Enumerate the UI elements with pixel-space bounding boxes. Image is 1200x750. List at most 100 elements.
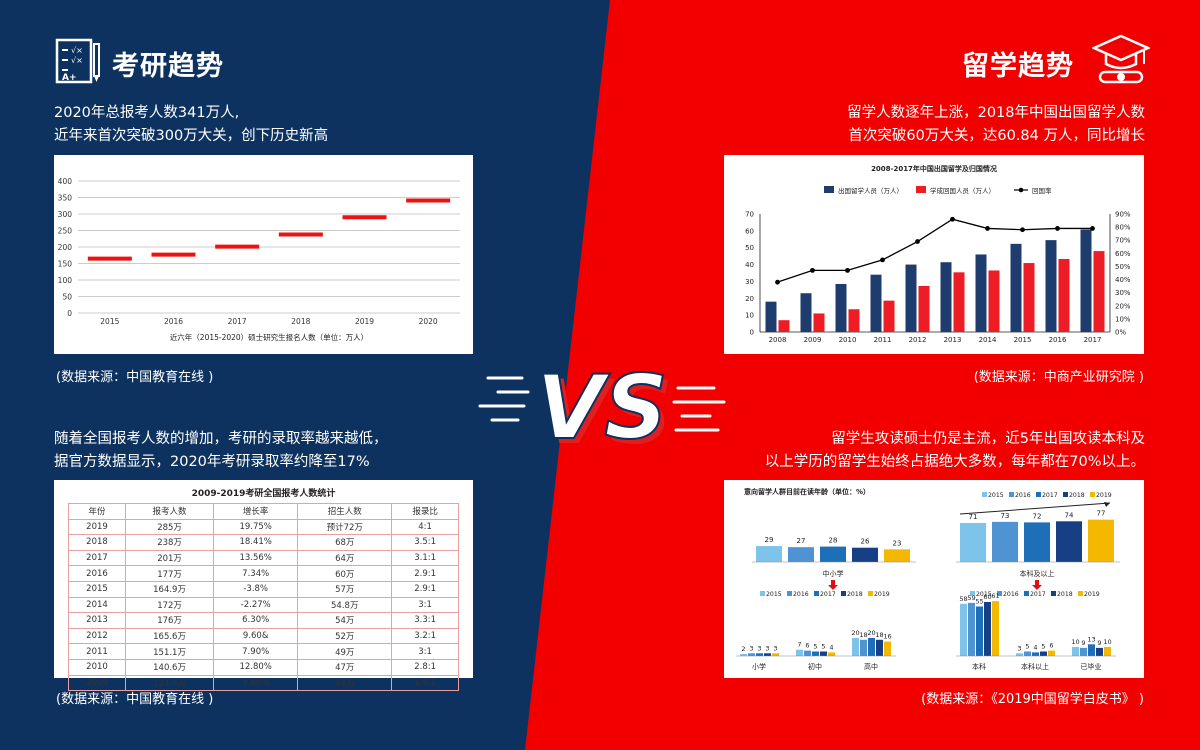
bar-returned (988, 270, 1000, 332)
table-cell: 47万 (297, 658, 393, 676)
y-tick-label: 50 (62, 293, 72, 302)
bar-value-label: 26 (861, 538, 870, 546)
bar (960, 522, 986, 562)
legend-swatch (1051, 591, 1056, 596)
sub-group-label: 高中 (864, 662, 878, 671)
table-cell: 60万 (297, 565, 393, 582)
y-right-tick-label: 20% (1115, 302, 1131, 310)
svg-text:√×: √× (71, 56, 83, 65)
sub-bar (1024, 651, 1031, 656)
table-cell: 9.60& (213, 627, 299, 645)
bar (788, 547, 814, 562)
left-para1-line2: 近年来首次突破300万大关，创下历史新高 (54, 128, 329, 144)
vs-shadow: VS (541, 361, 672, 460)
table-cell: 2.9:1 (391, 580, 459, 598)
x-tick-label: 2008 (769, 336, 787, 344)
bar-returned (883, 300, 895, 332)
legend-label: 2016 (1015, 492, 1031, 499)
table-cell: 2012 (68, 627, 126, 645)
y-right-tick-label: 0% (1115, 329, 1126, 337)
chart-title: 近六年（2015-2020）硕士研究生报名人数（单位：万人） (170, 332, 368, 342)
table-cell: 285万 (124, 518, 215, 536)
legend-swatch (997, 591, 1002, 596)
table-cell: 151.1万 (124, 643, 215, 660)
legend-label: 2018 (1069, 492, 1085, 499)
sub-bar-value-label: 3 (1017, 644, 1021, 652)
right-title: 留学趋势 (962, 51, 1074, 82)
bar-outbound (835, 283, 847, 332)
sub-group-label: 本科以上 (1021, 662, 1049, 671)
y-left-tick-label: 70 (745, 211, 754, 219)
sub-bar-value-label: 3 (757, 644, 761, 652)
table-cell: 6.30% (213, 612, 299, 629)
sub-bar-value-label: 5 (813, 643, 817, 651)
legend-swatch (916, 186, 926, 193)
y-right-tick-label: 30% (1115, 289, 1131, 297)
right-paragraph-1: 留学人数逐年上涨，2018年中国出国留学人数 首次突破60万大关，达60.84 … (847, 102, 1145, 148)
return-rate-point (880, 257, 885, 263)
trend-arrow-head (1104, 502, 1110, 507)
sub-bar-value-label: 61 (991, 592, 999, 600)
sub-bar-value-label: 18 (875, 631, 883, 639)
table-cell: 2016 (68, 565, 126, 582)
bar-returned (1093, 251, 1105, 332)
table-cell: 预计72万 (297, 518, 393, 536)
exam-stats-table-card: 2009-2019考研全国报考人数统计 年份 报考人数 增长率 招生人数 报录比 201… (54, 480, 473, 692)
bar-outbound (905, 264, 917, 332)
bar (1088, 519, 1114, 562)
legend-label: 回国率 (1032, 186, 1052, 195)
legend-swatch (1090, 492, 1095, 497)
bar (1056, 521, 1082, 562)
legend-swatch (1036, 492, 1041, 497)
y-left-tick-label: 50 (745, 244, 754, 252)
table-cell: 54.8万 (297, 596, 393, 614)
legend-marker (1018, 187, 1024, 193)
table-cell: -3.8% (213, 580, 299, 598)
return-rate-point (1055, 226, 1060, 231)
sub-bar (868, 638, 875, 656)
sub-bar (1040, 651, 1047, 656)
sub-bar (1088, 644, 1095, 656)
bar-value-label: 72 (1033, 512, 1042, 520)
y-tick-label: 150 (58, 260, 73, 269)
sub-bar-value-label: 5 (1041, 643, 1045, 651)
left-source-1: (数据来源：中国教育在线 ) (56, 370, 214, 385)
left-para2-line2: 据官方数据显示，2020年考研录取率约降至17% (54, 454, 370, 470)
bar-returned (1023, 263, 1035, 332)
sub-bar (976, 606, 983, 656)
sub-bar-value-label: 4 (1033, 643, 1037, 651)
bar-value-label: 23 (893, 539, 902, 547)
x-tick-label: 2019 (355, 317, 374, 326)
x-tick-label: 2020 (419, 317, 438, 326)
left-paragraph-2: 随着全国报考人数的增加，考研的录取率越来越低， 据官方数据显示，2020年考研录… (54, 428, 388, 474)
legend-label: 2017 (820, 591, 836, 598)
down-arrow (831, 580, 835, 585)
table-cell: 2013 (68, 612, 126, 629)
left-para1-line1: 2020年总报考人数341万人, (54, 105, 240, 121)
table-cell: 124.6万 (124, 674, 215, 692)
sub-group-label: 已毕业 (1081, 662, 1102, 671)
table-cell: 201万 (124, 549, 215, 567)
y-tick-label: 100 (58, 276, 73, 285)
group-label: 本科及以上 (1020, 569, 1055, 578)
bar (756, 546, 782, 562)
table-cell: 2015 (68, 580, 126, 598)
legend-label: 2016 (1003, 591, 1019, 598)
table-cell: 3.3:1 (391, 612, 459, 629)
bar-value-label: 73 (1001, 512, 1010, 520)
bar-outbound (1045, 240, 1057, 332)
x-tick-label: 2017 (1084, 336, 1102, 344)
down-arrow (1035, 580, 1039, 585)
table-cell: 3.5:1 (391, 534, 459, 551)
sub-bar (860, 639, 867, 656)
sub-bar (984, 602, 991, 656)
return-rate-point (845, 267, 850, 273)
legend-label: 2017 (1030, 591, 1046, 598)
bar (852, 547, 878, 562)
x-tick-label: 2018 (291, 317, 310, 326)
y-left-tick-label: 20 (745, 295, 754, 303)
exam-stats-table: 年份 报考人数 增长率 招生人数 报录比 2019 285万 19.75% 预计72万 4:1 2… (68, 503, 459, 692)
table-cell: 2.9:1 (391, 565, 459, 582)
x-tick-label: 2012 (909, 336, 927, 344)
sub-group-label: 本科 (972, 662, 986, 671)
